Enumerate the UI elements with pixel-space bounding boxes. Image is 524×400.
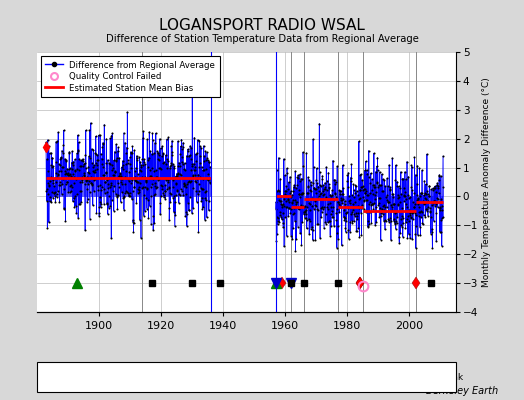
Legend: Difference from Regional Average, Quality Control Failed, Estimated Station Mean: Difference from Regional Average, Qualit… <box>41 56 220 97</box>
Text: Record Gap: Record Gap <box>165 372 217 382</box>
Text: ◆: ◆ <box>47 372 56 382</box>
Text: LOGANSPORT RADIO WSAL: LOGANSPORT RADIO WSAL <box>159 18 365 33</box>
Text: Empirical Break: Empirical Break <box>392 372 463 382</box>
Y-axis label: Monthly Temperature Anomaly Difference (°C): Monthly Temperature Anomaly Difference (… <box>483 77 492 287</box>
Text: Difference of Station Temperature Data from Regional Average: Difference of Station Temperature Data f… <box>105 34 419 44</box>
Text: ▲: ▲ <box>152 372 160 382</box>
Text: Time of Obs. Change: Time of Obs. Change <box>259 372 354 382</box>
Text: ■: ■ <box>380 372 389 382</box>
Text: ▼: ▼ <box>246 372 255 382</box>
Text: Station Move: Station Move <box>60 372 120 382</box>
Text: Berkeley Earth: Berkeley Earth <box>425 386 498 396</box>
